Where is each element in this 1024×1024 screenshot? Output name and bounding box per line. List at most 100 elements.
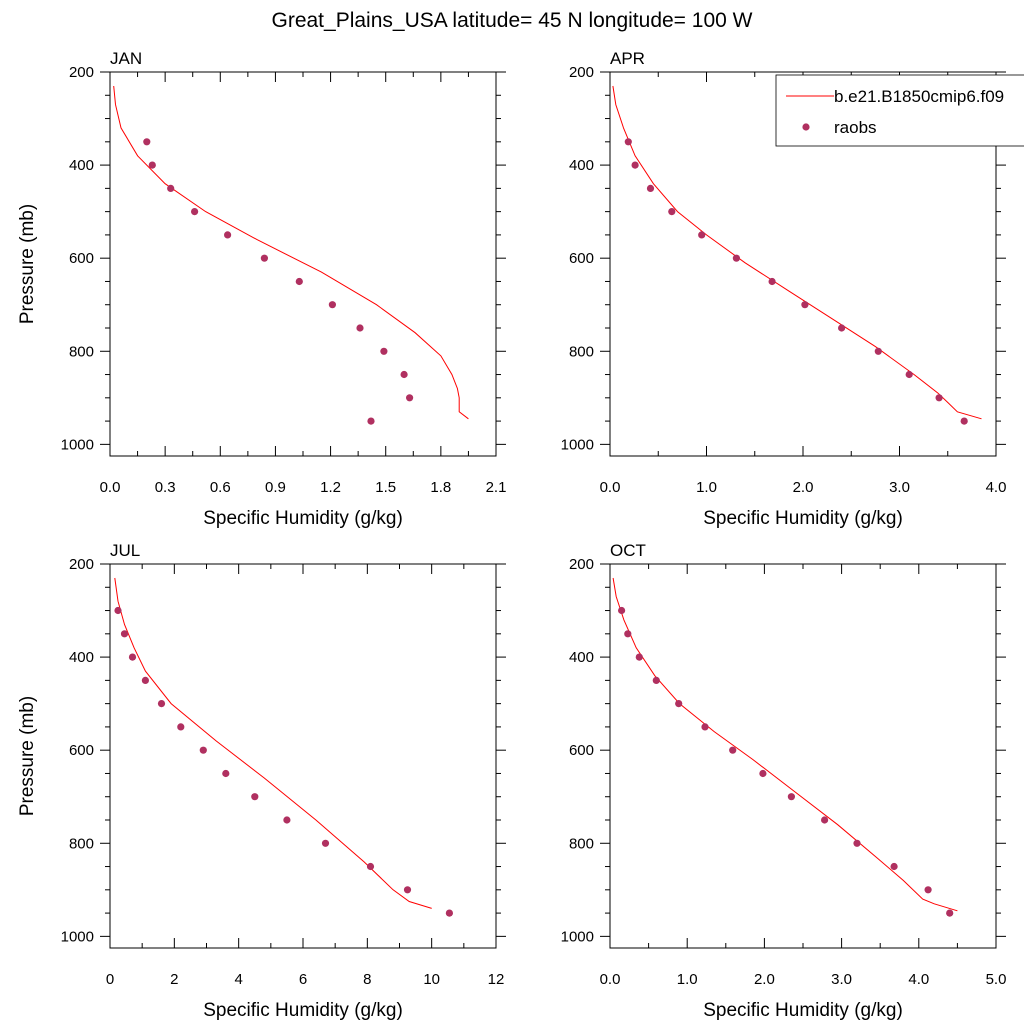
panel-label: JAN: [110, 49, 142, 68]
raobs-point: [148, 161, 156, 169]
raobs-point: [701, 723, 709, 731]
y-tick-label: 200: [69, 64, 94, 81]
raobs-point: [924, 886, 932, 894]
raobs-point: [631, 161, 639, 169]
raobs-point: [624, 630, 632, 638]
raobs-point: [380, 347, 388, 355]
raobs-point: [260, 254, 268, 262]
x-tick-label: 5.0: [986, 971, 1007, 988]
raobs-point: [759, 769, 767, 778]
y-tick-label: 1000: [61, 436, 94, 453]
raobs-point: [141, 676, 149, 685]
x-tick-label: 1.0: [677, 971, 698, 988]
legend-dot-swatch: [802, 123, 810, 131]
model-profile-line: [113, 85, 469, 420]
x-tick-label: 1.5: [375, 479, 396, 496]
raobs-point: [946, 909, 954, 917]
raobs-point: [890, 862, 898, 871]
raobs-point: [400, 370, 408, 379]
raobs-point: [635, 653, 643, 661]
x-tick-label: 1.2: [320, 479, 341, 496]
raobs-point: [157, 700, 166, 708]
raobs-point: [729, 746, 737, 754]
x-tick-label: 6: [299, 971, 307, 988]
x-axis-label: Specific Humidity (g/kg): [703, 508, 903, 529]
legend: b.e21.B1850cmip6.f09 raobs: [775, 74, 1024, 147]
raobs-point: [652, 676, 660, 685]
x-tick-label: 1.8: [430, 479, 451, 496]
panel-jan: JAN 0.0 0.3 0.6 0.9 1.2 1.5 1.8 2.1 200 400 600 800 1…: [17, 49, 506, 529]
x-tick-label: 4.0: [908, 971, 929, 988]
panel-apr: APR 0.0 1.0 2.0 3.0 4.0 200 400 600 800 1000 Specif…: [561, 49, 1007, 529]
raobs-point: [821, 816, 829, 824]
x-tick-label: 12: [488, 971, 505, 988]
raobs-point: [406, 394, 414, 402]
x-tick-label: 0.0: [100, 479, 121, 496]
y-tick-label: 200: [569, 556, 594, 573]
panel-oct: OCT 0.0 1.0 2.0 3.0 4.0 5.0 200 400 600 800 1000 Spe…: [561, 541, 1007, 1021]
panel-label: JUL: [110, 541, 140, 560]
raobs-point: [114, 606, 122, 615]
y-tick-label: 200: [569, 64, 594, 81]
x-tick-label: 0.0: [600, 971, 621, 988]
raobs-point: [367, 417, 375, 425]
raobs-point: [356, 324, 364, 332]
raobs-point: [874, 347, 882, 355]
model-profile-line: [612, 577, 958, 912]
panel-label: APR: [610, 49, 645, 68]
y-tick-label: 1000: [561, 436, 594, 453]
x-tick-label: 1.0: [696, 479, 717, 496]
y-tick-label: 1000: [561, 928, 594, 945]
x-axis-label: Specific Humidity (g/kg): [203, 508, 403, 529]
raobs-point: [618, 606, 626, 615]
raobs-point: [668, 208, 676, 216]
raobs-point: [224, 231, 232, 239]
x-tick-label: 0.6: [210, 479, 231, 496]
y-tick-label: 400: [569, 157, 594, 174]
y-tick-label: 600: [569, 250, 594, 267]
raobs-point: [191, 208, 199, 216]
raobs-point: [675, 700, 683, 708]
raobs-point: [251, 793, 259, 801]
raobs-point: [960, 417, 968, 425]
raobs-point: [445, 909, 453, 917]
legend-entry-model: b.e21.B1850cmip6.f09: [834, 87, 1004, 106]
y-tick-label: 600: [69, 250, 94, 267]
y-tick-label: 1000: [61, 928, 94, 945]
raobs-point: [366, 862, 375, 871]
panel-label: OCT: [610, 541, 646, 560]
x-tick-label: 10: [423, 971, 440, 988]
raobs-point: [328, 301, 336, 309]
raobs-point: [732, 254, 741, 262]
raobs-point: [177, 723, 185, 731]
y-tick-label: 800: [569, 343, 594, 360]
raobs-point: [801, 301, 809, 309]
y-tick-label: 200: [69, 556, 94, 573]
raobs-point: [403, 886, 412, 894]
x-axis-label: Specific Humidity (g/kg): [203, 1000, 403, 1021]
x-tick-label: 0.3: [155, 479, 176, 496]
y-axis-label: Pressure (mb): [17, 204, 38, 324]
legend-entry-obs: raobs: [834, 118, 877, 137]
raobs-point: [838, 324, 846, 332]
y-tick-label: 800: [69, 835, 94, 852]
x-tick-label: 2.0: [793, 479, 814, 496]
x-tick-label: 0.9: [265, 479, 286, 496]
raobs-point: [905, 370, 913, 379]
y-tick-label: 600: [69, 742, 94, 759]
x-tick-label: 4: [234, 971, 242, 988]
legend-box: [775, 74, 1024, 147]
x-tick-label: 0.0: [600, 479, 621, 496]
x-tick-label: 2.1: [486, 479, 507, 496]
raobs-point: [295, 277, 303, 286]
raobs-point: [199, 746, 207, 754]
x-tick-label: 3.0: [831, 971, 852, 988]
x-tick-label: 0: [106, 971, 114, 988]
raobs-point: [624, 138, 632, 146]
raobs-point: [120, 630, 129, 638]
y-tick-label: 800: [569, 835, 594, 852]
raobs-point: [768, 277, 776, 286]
raobs-point: [128, 653, 137, 661]
